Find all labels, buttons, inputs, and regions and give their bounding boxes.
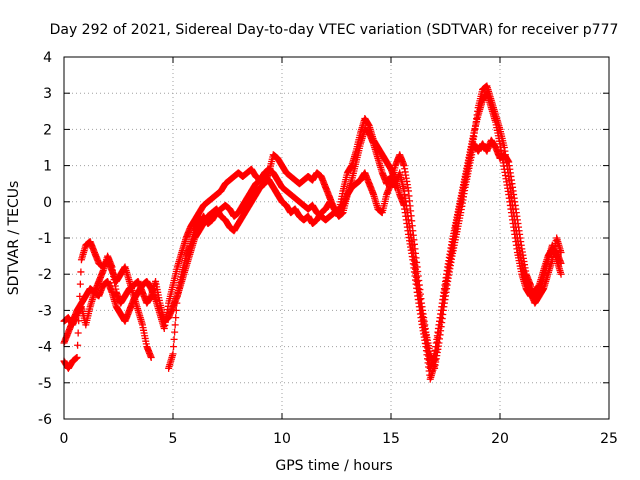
data-point-interp	[76, 280, 84, 288]
y-tick-label: -5	[38, 376, 52, 392]
data-point-interp	[74, 341, 82, 349]
x-tick-label: 25	[600, 431, 618, 447]
data-point-interp	[172, 314, 180, 322]
x-tick-label: 15	[382, 431, 400, 447]
data-point	[557, 270, 565, 278]
x-tick-label: 10	[273, 431, 291, 447]
data-point	[169, 350, 177, 358]
y-tick-label: 3	[43, 86, 52, 102]
y-tick-label: -3	[38, 303, 52, 319]
data-point	[147, 353, 155, 361]
ticks-layer: 0 5 10 15 20 25 -6 -5 -4 -3 -2 -1 0 1 2 3 4	[38, 50, 618, 447]
y-tick-label: 4	[43, 50, 52, 66]
x-tick-label: 20	[491, 431, 509, 447]
data-point-interp	[76, 292, 84, 300]
data-point-interp	[170, 335, 178, 343]
y-tick-label: -6	[38, 412, 52, 428]
data-point-interp	[171, 328, 179, 336]
y-tick-label: 1	[43, 159, 52, 175]
series-trace-c	[60, 82, 565, 383]
data-point	[557, 248, 565, 256]
y-axis-label: SDTVAR / TECUs	[6, 181, 22, 296]
y-tick-label: -1	[38, 231, 52, 247]
x-axis-label: GPS time / hours	[275, 458, 392, 474]
data-point-interp	[170, 343, 178, 351]
data-point-interp	[171, 321, 179, 329]
chart-title: Day 292 of 2021, Sidereal Day-to-day VTE…	[50, 22, 619, 38]
grid-layer	[64, 57, 609, 419]
y-tick-label: 2	[43, 122, 52, 138]
y-tick-label: -4	[38, 340, 52, 356]
x-tick-label: 0	[60, 431, 69, 447]
data-point	[73, 353, 81, 361]
points-layer	[60, 82, 565, 383]
y-tick-label: -2	[38, 267, 52, 283]
data-point-interp	[74, 329, 82, 337]
y-tick-label: 0	[43, 195, 52, 211]
x-tick-label: 5	[169, 431, 178, 447]
data-point-interp	[77, 268, 85, 276]
